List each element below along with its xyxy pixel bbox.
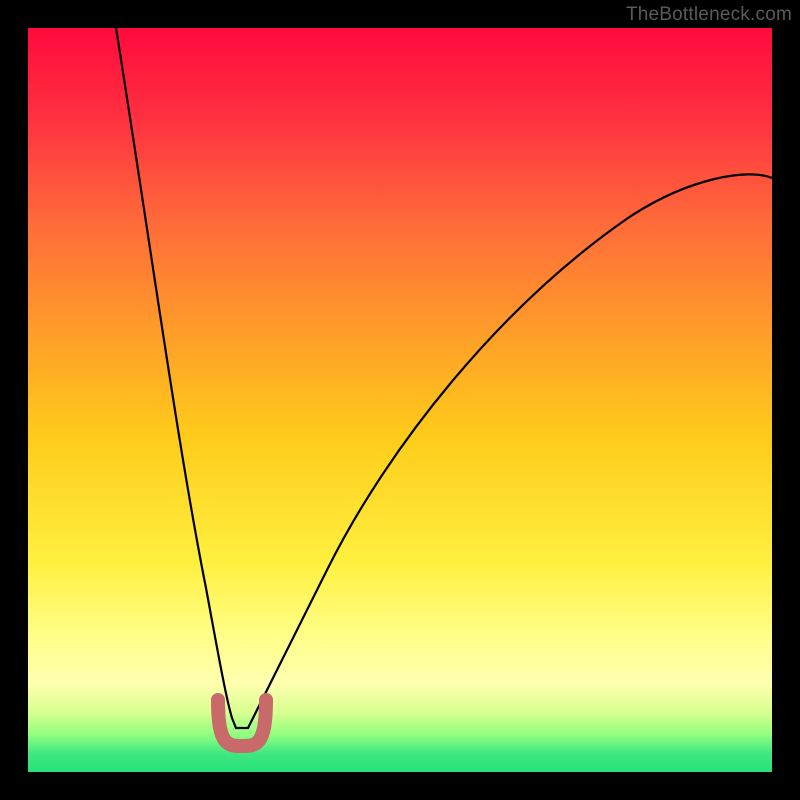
bottleneck-chart [0, 0, 800, 800]
watermark-text: TheBottleneck.com [626, 4, 792, 26]
gradient-background [28, 28, 772, 772]
plot-area [28, 28, 772, 772]
